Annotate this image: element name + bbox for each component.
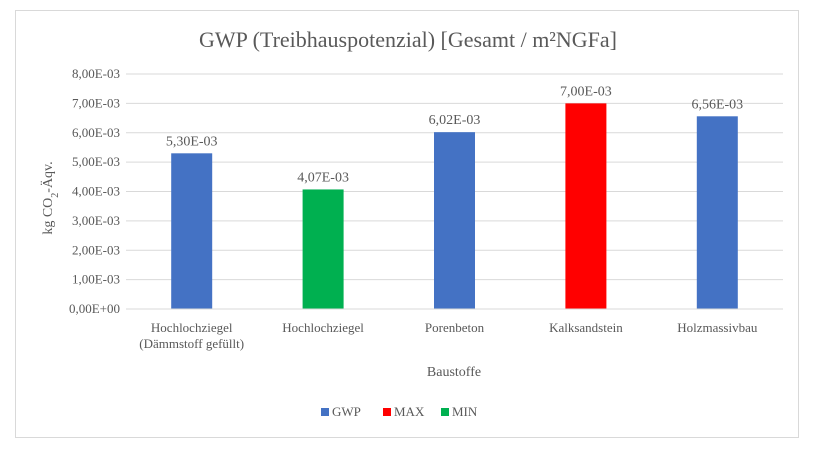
x-tick-label: Holzmassivbau [677, 320, 758, 335]
x-tick-label: Porenbeton [425, 320, 485, 335]
data-label: 4,07E-03 [297, 170, 349, 185]
data-label: 5,30E-03 [166, 134, 218, 149]
x-tick-label: Hochlochziegel (Dämmstoff gefüllt) [139, 320, 244, 351]
bar [171, 153, 213, 309]
bar [302, 189, 344, 309]
chart-frame: GWP (Treibhauspotenzial) [Gesamt / m²NGF… [15, 10, 799, 438]
x-axis-label: Baustoffe [427, 365, 481, 380]
legend-label: MAX [394, 404, 425, 419]
y-tick-label: 4,00E-03 [72, 184, 120, 199]
bar-chart: GWP (Treibhauspotenzial) [Gesamt / m²NGF… [39, 27, 783, 419]
y-tick-label: 3,00E-03 [72, 213, 120, 228]
y-tick-label: 1,00E-03 [72, 272, 120, 287]
x-tick-label: Hochlochziegel [282, 320, 364, 335]
x-axis-categories: Hochlochziegel (Dämmstoff gefüllt) Hochloc… [139, 320, 758, 351]
bar [434, 132, 475, 309]
legend-label: MIN [452, 404, 478, 419]
legend-item: MAX [383, 404, 425, 419]
bar [696, 116, 738, 309]
data-labels: 5,30E-03 4,07E-03 6,02E-03 7,00E-03 6,56E-03 [166, 84, 743, 185]
data-label: 6,56E-03 [691, 97, 743, 112]
y-tick-label: 6,00E-03 [72, 125, 120, 140]
y-tick-label: 2,00E-03 [72, 242, 120, 257]
y-axis-label: kg CO2-Äqv. [39, 161, 61, 234]
bar [565, 103, 607, 309]
bars [171, 103, 738, 309]
y-tick-label: 0,00E+00 [69, 301, 120, 316]
data-label: 6,02E-03 [429, 113, 481, 128]
legend-item: GWP [321, 404, 361, 419]
y-axis-ticks: 0,00E+00 1,00E-03 2,00E-03 3,00E-03 4,00E-03… [69, 66, 120, 316]
data-label: 7,00E-03 [560, 84, 612, 99]
legend-swatch [441, 408, 449, 416]
y-tick-label: 7,00E-03 [72, 95, 120, 110]
y-tick-label: 8,00E-03 [72, 66, 120, 81]
legend: GWP MAX MIN [321, 404, 478, 419]
legend-swatch [321, 408, 329, 416]
legend-label: GWP [332, 404, 361, 419]
legend-swatch [383, 408, 391, 416]
y-tick-label: 5,00E-03 [72, 154, 120, 169]
x-tick-label: Kalksandstein [549, 320, 623, 335]
chart-title: GWP (Treibhauspotenzial) [Gesamt / m²NGF… [199, 27, 617, 52]
legend-item: MIN [441, 404, 478, 419]
